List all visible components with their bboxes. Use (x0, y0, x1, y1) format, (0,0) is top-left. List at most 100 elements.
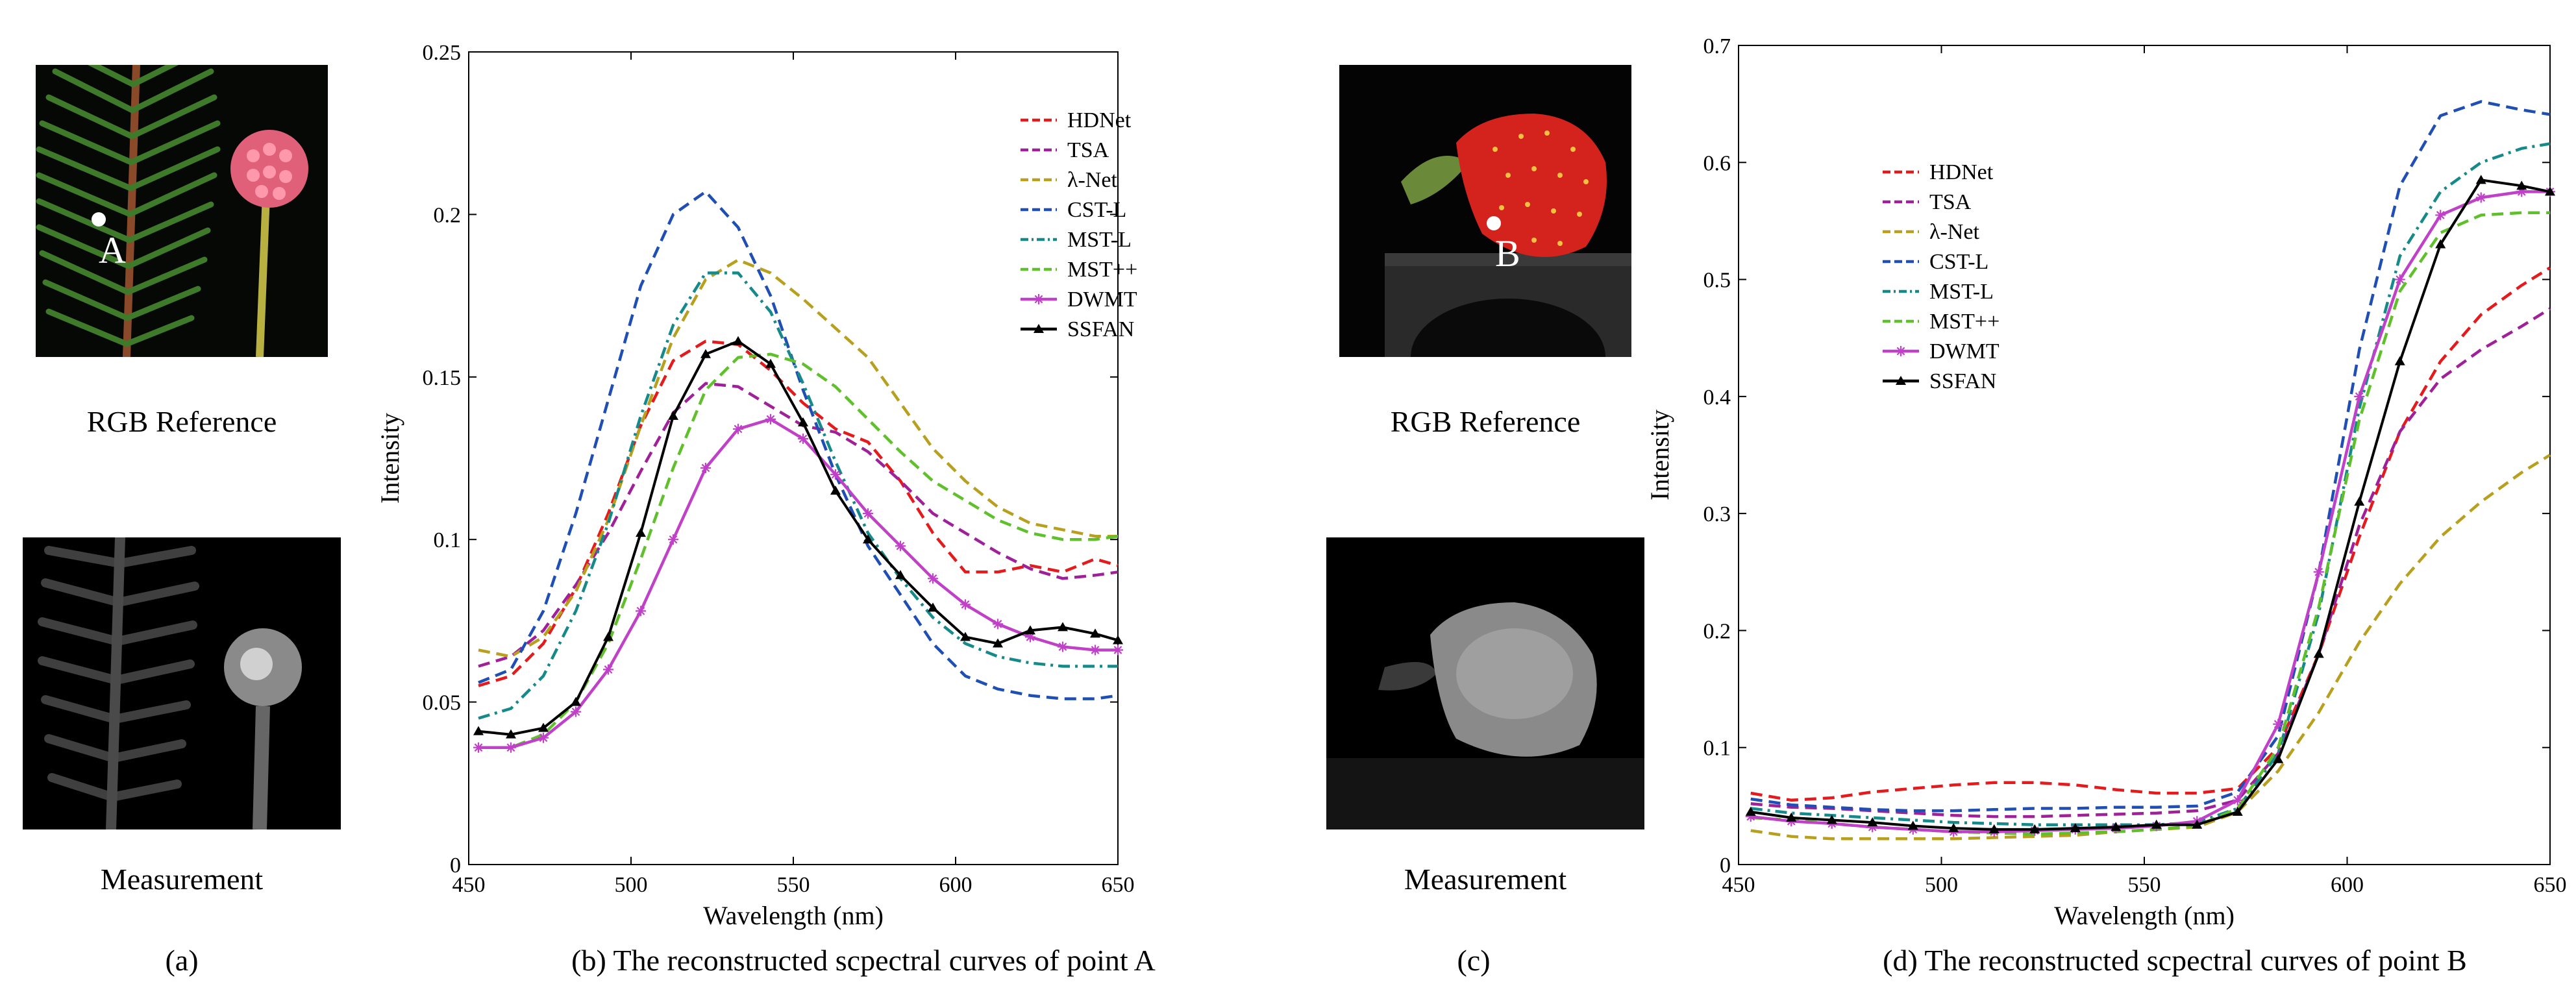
chart-caption-b: (b) The reconstructed scpectral curves o… (571, 944, 1156, 977)
measurement-photo-c (1326, 537, 1644, 829)
chart-b-series-DWMT (473, 413, 1123, 753)
chart-d-plot-frame (1738, 45, 2551, 865)
chart-b-point-SSFAN (1058, 622, 1068, 632)
chart-d-point-SSFAN (1948, 823, 1959, 833)
chart-d-point-SSFAN (2111, 822, 2122, 831)
chart-d-xtick-label: 450 (1722, 873, 1755, 897)
chart-d-point-DWMT (2232, 794, 2243, 805)
chart-b-point-SSFAN (960, 632, 971, 641)
chart-d-point-SSFAN (1745, 806, 1756, 816)
chart-d-xtick-label: 650 (2534, 873, 2567, 897)
rgb-reference-label-a: RGB Reference (86, 405, 277, 438)
chart-b-point-DWMT (1025, 632, 1035, 643)
chart-d-ylabel: Intensity (1649, 410, 1674, 500)
chart-b-xtick-label: 500 (615, 873, 648, 897)
panel-letter-a: (a) (165, 944, 199, 977)
chart-b-legend-marker-SSFAN (1034, 324, 1044, 333)
chart-d-point-SSFAN (1867, 817, 1878, 827)
chart-d-ytick-label: 0.4 (1703, 386, 1731, 410)
chart-b-point-DWMT (733, 423, 743, 434)
chart-b-point-DWMT (960, 599, 971, 610)
chart-b-point-SSFAN (1025, 625, 1035, 635)
chart-b-xlabel: Wavelength (nm) (703, 901, 884, 930)
strawberry-photo: B (1339, 65, 1631, 357)
spectral-chart-point-b: 450 500 550 600 650 0 0.1 0.2 0.3 0.4 0.5 0.6 0.7 Wav… (1649, 34, 2567, 930)
chart-b-series-λ-Net (478, 258, 1118, 658)
chart-b-point-SSFAN (506, 729, 516, 739)
chart-d-legend-label-SSFAN: SSFAN (1929, 369, 1996, 393)
chart-b-point-DWMT (863, 508, 873, 519)
chart-b-legend-label-MST++: MST++ (1067, 258, 1137, 282)
fir-branch-photo: A (36, 65, 328, 357)
chart-b-legend-label-CST-L: CST-L (1067, 198, 1126, 222)
chart-d-point-DWMT (1745, 811, 1756, 822)
chart-d-point-SSFAN (1988, 824, 2000, 833)
chart-d-point-SSFAN (1826, 815, 1837, 824)
chart-d-point-DWMT (2354, 391, 2365, 402)
chart-d-point-SSFAN (2313, 648, 2324, 658)
chart-b-legend-label-TSA: TSA (1067, 138, 1109, 162)
chart-b-legend-label-λ-Net: λ-Net (1067, 168, 1117, 192)
chart-b-point-DWMT (895, 541, 906, 552)
chart-d-point-DWMT (1867, 822, 1878, 833)
chart-b-point-DWMT (830, 469, 841, 480)
chart-b-point-SSFAN (1113, 635, 1123, 645)
chart-d-line-HDNet (1750, 266, 2551, 802)
chart-d-legend-marker-SSFAN (1896, 376, 1906, 385)
chart-b-point-SSFAN (668, 410, 678, 420)
measurement-image-a (23, 537, 341, 829)
chart-d-xtick-label: 600 (2331, 873, 2364, 897)
chart-d-legend-label-TSA: TSA (1929, 190, 1972, 214)
chart-b-series-HDNet (478, 339, 1119, 687)
panel-letter-c: (c) (1457, 944, 1491, 977)
rgb-reference-image-a: A (36, 65, 328, 357)
chart-d-point-SSFAN (2435, 239, 2446, 249)
chart-b-point-SSFAN (928, 602, 938, 612)
chart-d-point-SSFAN (2029, 824, 2040, 833)
chart-d-point-SSFAN (2192, 819, 2203, 829)
chart-d-ytick-label: 0.1 (1703, 737, 1731, 761)
chart-d-ytick-label: 0 (1720, 854, 1731, 878)
chart-d-point-DWMT (2475, 192, 2486, 203)
chart-b-ytick-label: 0.1 (434, 528, 462, 552)
chart-d-legend-label-MST++: MST++ (1929, 310, 2000, 334)
chart-b-ytick-label: 0.2 (434, 203, 462, 227)
chart-d-xtick-label: 550 (2128, 873, 2161, 897)
chart-d-ytick-label: 0.2 (1703, 619, 1731, 643)
chart-b-line-CST-L (478, 190, 1119, 700)
chart-b-point-DWMT (765, 413, 776, 424)
measurement-label-a: Measurement (100, 863, 264, 896)
measurement-image-c (1326, 537, 1644, 829)
chart-b-xtick-label: 650 (1102, 873, 1135, 897)
rgb-reference-image-c: B (1339, 65, 1631, 357)
chart-d-point-SSFAN (1907, 820, 1918, 830)
chart-b-point-DWMT (506, 742, 516, 753)
chart-d-legend-label-λ-Net: λ-Net (1929, 220, 1979, 244)
point-b-label: B (1495, 232, 1520, 275)
chart-b-point-DWMT (993, 619, 1003, 630)
chart-d-series-HDNet (1750, 266, 2551, 802)
chart-d-xtick-label: 500 (1925, 873, 1958, 897)
chart-b-series-MST-L (478, 271, 1118, 720)
chart-b-point-DWMT (1090, 645, 1100, 656)
chart-b-point-SSFAN (1090, 628, 1100, 638)
chart-d-legend-label-MST-L: MST-L (1929, 280, 1994, 304)
chart-d-legend-label-HDNet: HDNet (1929, 160, 1994, 184)
chart-b-point-DWMT (1113, 645, 1123, 656)
chart-b-point-DWMT (603, 664, 613, 675)
chart-d-point-SSFAN (2354, 497, 2365, 506)
chart-b-point-DWMT (538, 732, 549, 743)
chart-b-point-SSFAN (473, 726, 484, 735)
chart-b-point-DWMT (928, 573, 938, 584)
chart-b-xtick-label: 600 (939, 873, 972, 897)
chart-b-point-SSFAN (863, 534, 873, 544)
chart-b-plot-frame (468, 51, 1119, 865)
chart-d-series-SSFAN (1745, 175, 2555, 833)
chart-b-point-SSFAN (700, 349, 711, 358)
chart-d-point-SSFAN (2232, 806, 2243, 816)
chart-b-series-SSFAN (473, 336, 1123, 739)
chart-b-point-DWMT (700, 463, 711, 474)
chart-b-point-SSFAN (765, 358, 776, 368)
chart-b-point-DWMT (798, 433, 808, 444)
chart-b-ylabel: Intensity (375, 413, 404, 504)
